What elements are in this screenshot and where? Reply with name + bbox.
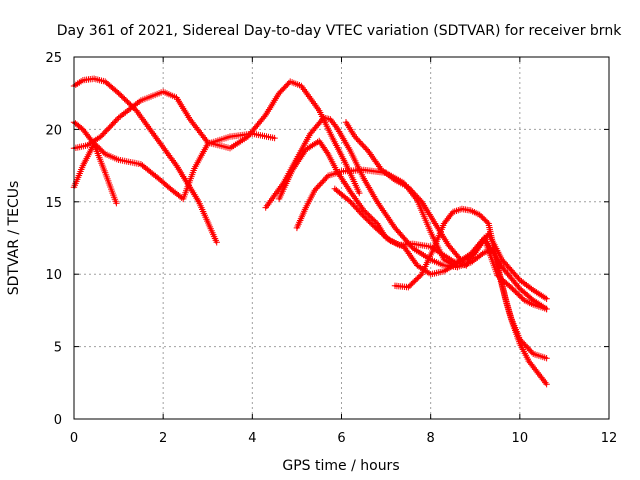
series-pass-9 (342, 119, 550, 302)
y-tick-label: 0 (54, 413, 62, 428)
series-trace (344, 121, 548, 300)
series-markers (391, 205, 550, 388)
series-trace (72, 77, 218, 244)
series-trace (393, 207, 548, 386)
series-markers (342, 119, 550, 302)
y-tick-label: 15 (45, 196, 62, 211)
chart-title: Day 361 of 2021, Sidereal Day-to-day VTE… (57, 23, 622, 39)
y-tick-label: 25 (45, 51, 62, 66)
x-tick-label: 0 (70, 431, 78, 446)
series-markers (70, 78, 363, 197)
x-tick-label: 12 (601, 431, 618, 446)
y-tick-label: 10 (45, 268, 62, 283)
y-axis-label: SDTVAR / TECUs (6, 181, 22, 296)
series-pass-7 (293, 166, 550, 362)
series-pass-10 (391, 205, 550, 388)
x-tick-label: 2 (159, 431, 167, 446)
x-tick-label: 6 (337, 431, 345, 446)
y-tick-label: 5 (54, 341, 62, 356)
x-tick-label: 4 (248, 431, 256, 446)
x-tick-label: 10 (512, 431, 529, 446)
series-pass-2 (70, 78, 363, 197)
plot-area (70, 75, 550, 388)
series-markers (293, 166, 550, 362)
x-axis-label: GPS time / hours (282, 458, 399, 474)
series-trace (72, 80, 361, 195)
x-tick-label: 8 (427, 431, 435, 446)
plot-frame (73, 56, 610, 420)
y-tick-label: 20 (45, 123, 62, 138)
